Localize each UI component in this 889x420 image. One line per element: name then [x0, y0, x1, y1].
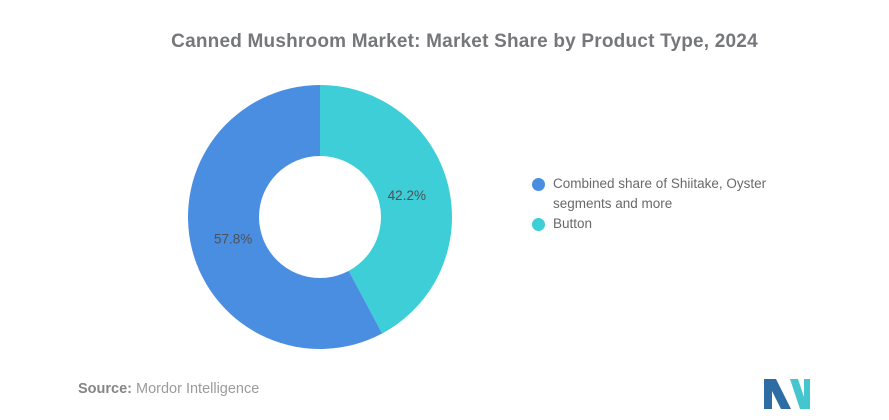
source-text: Mordor Intelligence [136, 381, 260, 397]
legend: Combined share of Shiitake, Oyster segme… [532, 174, 792, 234]
legend-item-combined-share[interactable]: Combined share of Shiitake, Oyster segme… [532, 174, 792, 214]
donut-chart: 42.2% 57.8% [188, 85, 452, 349]
slice-percentage-label: 57.8% [214, 231, 252, 246]
legend-marker-icon [532, 217, 545, 231]
source-label: Source: [78, 381, 132, 397]
logo-shape-blue-diag [766, 379, 791, 409]
logo-shape-teal-bar [804, 379, 810, 409]
legend-label: Button [553, 216, 593, 231]
pie-slice-button[interactable] [320, 85, 452, 334]
legend-marker-icon [532, 177, 545, 191]
chart-title: Canned Mushroom Market: Market Share by … [171, 31, 758, 52]
donut-hole [259, 156, 381, 278]
logo-shape-teal-diag [790, 379, 808, 409]
slice-percentage-label: 42.2% [388, 188, 426, 203]
source-line: Source: Mordor Intelligence [78, 381, 259, 397]
mordor-intelligence-logo [764, 379, 810, 409]
legend-item-button[interactable]: Button [532, 214, 792, 234]
legend-label: Combined share of Shiitake, Oyster segme… [553, 176, 767, 211]
